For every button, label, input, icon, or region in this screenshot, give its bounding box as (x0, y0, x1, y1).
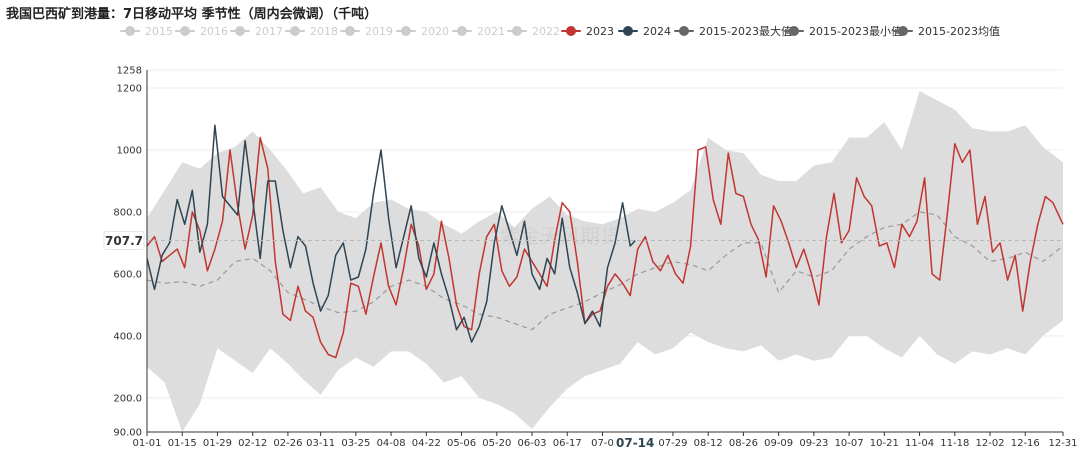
x-tick-label: 01-15 (168, 438, 197, 449)
legend-label: 2024 (643, 24, 671, 38)
x-tick-label: 07-0 (591, 438, 614, 449)
x-tick-label: 04-22 (412, 438, 441, 449)
x-tick-label: 12-02 (975, 438, 1004, 449)
legend-item-2024[interactable]: 2024 (618, 24, 671, 38)
crosshair-x-label: 07-14 (616, 436, 654, 450)
legend-marker-icon (561, 26, 581, 36)
legend-label: 2016 (200, 24, 228, 38)
x-tick-label: 10-07 (835, 438, 864, 449)
legend-marker-icon (507, 26, 527, 36)
legend-item-2021[interactable]: 2021 (452, 24, 505, 38)
x-tick-label: 02-26 (273, 438, 302, 449)
x-tick-label: 08-26 (729, 438, 758, 449)
legend-label: 2015-2023均值 (918, 25, 1000, 38)
crosshair-y-box (103, 231, 145, 250)
legend-label: 2023 (586, 24, 614, 38)
x-tick-label: 01-29 (203, 438, 232, 449)
x-tick-label: 09-09 (764, 438, 793, 449)
x-tick-label: 06-03 (517, 438, 546, 449)
legend-item-2017[interactable]: 2017 (230, 24, 283, 38)
legend-marker-icon (120, 26, 140, 36)
y-tick-label: 1000 (117, 145, 142, 156)
chart-title: 我国巴西矿到港量：7日移动平均 季节性（周内会微调）（千吨） (6, 7, 378, 22)
x-tick-label: 02-12 (238, 438, 267, 449)
legend-marker-icon (618, 26, 638, 36)
y-tick-label: 400.0 (113, 331, 142, 342)
legend-item-2023[interactable]: 2023 (561, 24, 614, 38)
legend-marker-icon (784, 26, 804, 36)
legend-marker-icon (452, 26, 472, 36)
series-line-2015-2023均值 (146, 211, 1064, 331)
legend-label: 2015-2023最大值 (699, 25, 792, 38)
y-tick-label: 200.0 (113, 393, 142, 404)
legend-item-2018[interactable]: 2018 (285, 24, 338, 38)
legend-marker-icon (230, 26, 250, 36)
legend-item-2016[interactable]: 2016 (175, 24, 228, 38)
x-tick-label: 01-01 (132, 438, 161, 449)
x-tick-label: 03-11 (306, 438, 335, 449)
legend-item-2020[interactable]: 2020 (396, 24, 449, 38)
x-tick-label: 10-21 (870, 438, 899, 449)
y-tick-label: 800.0 (113, 207, 142, 218)
legend-marker-icon (340, 26, 360, 36)
x-tick-label: 12-31 (1048, 438, 1077, 449)
y-tick-label: 1200 (117, 83, 142, 94)
crosshair-y-label: 707.7 (105, 234, 143, 248)
legend-marker-icon (674, 26, 694, 36)
x-tick-label: 05-20 (482, 438, 511, 449)
legend-marker-icon (285, 26, 305, 36)
y-tick-label: 90.00 (113, 428, 142, 439)
legend-label: 2015 (145, 24, 173, 38)
series-line-2024 (146, 124, 636, 343)
legend-label: 2021 (477, 24, 505, 38)
legend-label: 2020 (421, 24, 449, 38)
legend-marker-icon (175, 26, 195, 36)
x-tick-label: 07-29 (658, 438, 687, 449)
x-tick-label: 03-25 (341, 438, 370, 449)
legend-item-2015-2023最小值[interactable]: 2015-2023最小值 (784, 24, 902, 38)
x-tick-label: 09-23 (799, 438, 828, 449)
legend-label: 2018 (310, 24, 338, 38)
x-tick-label: 04-08 (377, 438, 406, 449)
legend-item-2015[interactable]: 2015 (120, 24, 173, 38)
legend-label: 2019 (365, 24, 393, 38)
x-tick-label: 12-16 (1011, 438, 1040, 449)
y-tick-label: 600.0 (113, 269, 142, 280)
x-tick-label: 05-06 (447, 438, 476, 449)
x-tick-label: 11-04 (905, 438, 934, 449)
y-tick-label: 1258 (117, 66, 142, 77)
x-tick-label: 06-17 (553, 438, 582, 449)
legend-marker-icon (893, 26, 913, 36)
legend-label: 2022 (532, 24, 560, 38)
legend-item-2019[interactable]: 2019 (340, 24, 393, 38)
legend-item-2015-2023最大值[interactable]: 2015-2023最大值 (674, 24, 792, 38)
crosshair-x-box (613, 434, 658, 450)
legend-item-2015-2023均值[interactable]: 2015-2023均值 (893, 24, 1000, 38)
legend-label: 2017 (255, 24, 283, 38)
min-max-band (147, 91, 1063, 432)
legend-marker-icon (396, 26, 416, 36)
legend-label: 2015-2023最小值 (809, 25, 902, 38)
legend-item-2022[interactable]: 2022 (507, 24, 560, 38)
x-tick-label: 08-12 (694, 438, 723, 449)
x-tick-label: 11-18 (940, 438, 969, 449)
